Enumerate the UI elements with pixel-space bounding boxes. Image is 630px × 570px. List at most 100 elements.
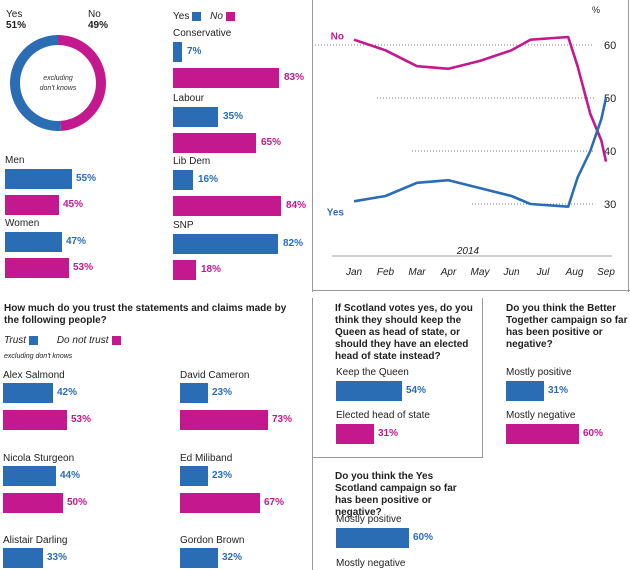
trust-value-3: 23% (212, 470, 233, 481)
series-label-yes: Yes (327, 207, 345, 218)
legend-yes-swatch (192, 11, 202, 21)
donut-center-line1: excluding (43, 75, 73, 82)
better_together-bar-0 (506, 381, 544, 401)
yes_scotland-row-label-1: Mostly negative (336, 558, 406, 569)
trust-legend: Trust Do not trust (4, 335, 121, 346)
not-trust-value-3: 67% (264, 497, 285, 508)
party-yes-bar-2 (173, 170, 193, 190)
trust-person-name-3: Ed Miliband (180, 453, 233, 464)
trust-question: How much do you trust the statements and… (4, 303, 287, 326)
series-line-yes (353, 97, 608, 208)
xtick-aug: Aug (565, 267, 584, 278)
gender-name-0: Men (5, 155, 25, 166)
yes_scotland-bar-0 (336, 528, 409, 548)
donut-no-arc (58, 35, 106, 131)
ytick-50: 50 (604, 93, 616, 105)
divider-vertical-right (628, 0, 629, 292)
queen-question: If Scotland votes yes, do you think they… (335, 303, 473, 362)
party-name-0: Conservative (173, 28, 232, 39)
trust-bar-4 (3, 548, 43, 568)
divider-vertical-mid (482, 298, 483, 458)
trust-person-name-5: Gordon Brown (180, 535, 245, 546)
not-trust-value-2: 50% (67, 497, 88, 508)
better_together-value-1: 60% (583, 428, 604, 439)
gender-no-value-1: 53% (73, 262, 94, 273)
trust-note: excluding don't knows (4, 353, 73, 360)
trust-person-name-4: Alistair Darling (3, 535, 68, 546)
queen-bar-0 (336, 381, 402, 401)
legend-trust-swatch (29, 335, 39, 345)
divider-vertical-top (312, 0, 313, 292)
trust-bar-5 (180, 548, 218, 568)
donut-yes-value: 51% (6, 20, 27, 31)
gender-no-value-0: 45% (63, 199, 84, 210)
party-yes-bar-0 (173, 42, 182, 62)
party-no-value-1: 65% (261, 137, 282, 148)
series-line-no (353, 35, 608, 162)
legend-not-trust-label: Do not trust (56, 335, 109, 346)
unit-label: % (592, 5, 600, 15)
trust-value-2: 44% (60, 470, 81, 481)
divider-vertical-left (312, 298, 313, 570)
better_together-row-label-1: Mostly negative (506, 410, 576, 421)
year-label: 2014 (456, 246, 480, 257)
gender-yes-bar-0 (5, 169, 72, 189)
party-no-bar-1 (173, 133, 256, 153)
donut-yes-label: Yes (6, 9, 23, 20)
party-name-2: Lib Dem (173, 156, 211, 167)
trust-value-4: 33% (47, 552, 68, 563)
party-no-value-3: 18% (201, 264, 222, 275)
trust-bar-3 (180, 466, 208, 486)
party-no-bar-3 (173, 260, 196, 280)
not-trust-bar-2 (3, 493, 63, 513)
party-no-value-0: 83% (284, 72, 305, 83)
trust-value-1: 23% (212, 387, 233, 398)
party-legend: Yes No (173, 11, 235, 22)
yes_scotland-row-label-0: Mostly positive (336, 514, 402, 525)
queen-row-label-1: Elected head of state (336, 410, 430, 421)
party-yes-bar-1 (173, 107, 218, 127)
party-yes-bar-3 (173, 234, 278, 254)
donut-chart: excluding don't knows (9, 35, 106, 131)
gender-no-bar-1 (5, 258, 69, 278)
poll-line-chart: 7060504030%2014JanFebMarAprMayJunJulAugS… (312, 5, 616, 278)
donut-center-line2: don't knows (40, 85, 77, 92)
xtick-jan: Jan (345, 267, 363, 278)
trust-value-0: 42% (57, 387, 78, 398)
party-yes-value-1: 35% (223, 111, 244, 122)
party-no-bar-2 (173, 196, 281, 216)
trust-value-5: 32% (222, 552, 243, 563)
xtick-mar: Mar (408, 267, 426, 278)
donut-no-value: 49% (88, 20, 109, 31)
not-trust-value-1: 73% (272, 414, 293, 425)
gender-yes-bar-1 (5, 232, 62, 252)
gender-yes-value-0: 55% (76, 173, 97, 184)
queen-row-label-0: Keep the Queen (336, 367, 409, 378)
queen-value-0: 54% (406, 385, 427, 396)
party-yes-value-0: 7% (187, 46, 202, 57)
party-yes-value-2: 16% (198, 174, 219, 185)
trust-person-name-2: Nicola Sturgeon (3, 453, 75, 464)
trust-person-name-1: David Cameron (180, 370, 250, 381)
yes_scotland-value-0: 60% (413, 532, 434, 543)
divider-horizontal-yes (312, 457, 483, 458)
xtick-jul: Jul (536, 267, 551, 278)
gender-name-1: Women (5, 218, 40, 229)
donut-yes-arc (9, 35, 62, 131)
gender-no-bar-0 (5, 195, 59, 215)
bt-question: Do you think the Better Together campaig… (506, 303, 628, 350)
donut-no-label: No (88, 9, 101, 20)
not-trust-value-0: 53% (71, 414, 92, 425)
series-label-no: No (331, 32, 344, 43)
trust-bar-2 (3, 466, 56, 486)
party-name-1: Labour (173, 93, 205, 104)
gender-yes-value-1: 47% (66, 236, 87, 247)
trust-bar-0 (3, 383, 53, 403)
trust-person-name-0: Alex Salmond (3, 370, 65, 381)
queen-value-1: 31% (378, 428, 399, 439)
queen-bar-1 (336, 424, 374, 444)
xtick-feb: Feb (377, 267, 395, 278)
party-no-bar-0 (173, 68, 279, 88)
xtick-sep: Sep (597, 267, 615, 278)
party-name-3: SNP (173, 220, 194, 231)
